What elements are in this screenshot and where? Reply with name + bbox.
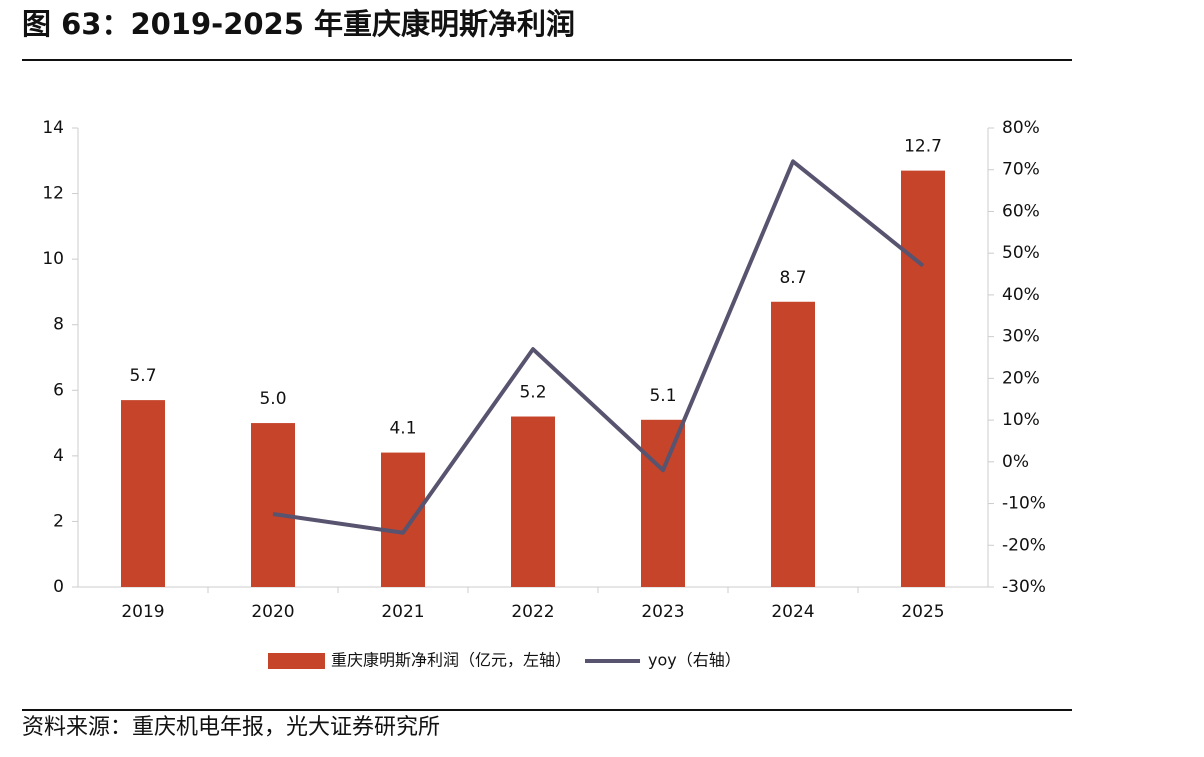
y2-tick-label: -10% bbox=[1002, 494, 1046, 514]
x-tick-label: 2021 bbox=[381, 602, 424, 622]
bar bbox=[511, 416, 555, 587]
bar bbox=[121, 400, 165, 587]
y-tick-label: 12 bbox=[42, 184, 64, 204]
data-label: 4.1 bbox=[389, 419, 416, 439]
bar bbox=[771, 301, 815, 587]
y2-tick-label: 60% bbox=[1002, 201, 1040, 221]
y-tick-label: 6 bbox=[53, 380, 64, 400]
bar bbox=[641, 419, 685, 587]
y-tick-label: 2 bbox=[53, 511, 64, 531]
y2-tick-label: 20% bbox=[1002, 368, 1040, 388]
bar bbox=[381, 452, 425, 587]
data-label: 12.7 bbox=[904, 137, 942, 157]
data-label: 5.0 bbox=[259, 389, 286, 409]
bar bbox=[901, 170, 945, 587]
y2-tick-label: 10% bbox=[1002, 410, 1040, 430]
source-note: 资料来源：重庆机电年报，光大证券研究所 bbox=[22, 715, 440, 740]
chart-title: 图 63：2019-2025 年重庆康明斯净利润 bbox=[22, 7, 575, 41]
x-tick-label: 2024 bbox=[771, 602, 814, 622]
y2-tick-label: 80% bbox=[1002, 118, 1040, 138]
y2-tick-label: 0% bbox=[1002, 452, 1029, 472]
y-tick-label: 10 bbox=[42, 249, 64, 269]
x-tick-label: 2025 bbox=[901, 602, 944, 622]
line bbox=[272, 159, 925, 535]
data-label: 5.1 bbox=[649, 386, 676, 406]
bar bbox=[251, 423, 295, 587]
y2-tick-label: 50% bbox=[1002, 243, 1040, 263]
x-tick-label: 2023 bbox=[641, 602, 684, 622]
x-tick-label: 2022 bbox=[511, 602, 554, 622]
legend-label: yoy（右轴） bbox=[648, 651, 741, 670]
y2-tick-label: 70% bbox=[1002, 160, 1040, 180]
y-tick-label: 8 bbox=[53, 315, 64, 335]
legend-swatch bbox=[268, 653, 325, 669]
y2-tick-label: -20% bbox=[1002, 535, 1046, 555]
data-label: 8.7 bbox=[779, 268, 806, 288]
y2-tick-label: 30% bbox=[1002, 327, 1040, 347]
data-label: 5.7 bbox=[129, 366, 156, 386]
x-tick-label: 2020 bbox=[251, 602, 294, 622]
y2-tick-label: 40% bbox=[1002, 285, 1040, 305]
x-tick-label: 2019 bbox=[121, 602, 164, 622]
y-tick-label: 0 bbox=[53, 577, 64, 597]
y-tick-label: 4 bbox=[53, 446, 64, 466]
legend-label: 重庆康明斯净利润（亿元，左轴） bbox=[331, 651, 571, 670]
data-label: 5.2 bbox=[519, 383, 546, 403]
y-tick-label: 14 bbox=[42, 118, 64, 138]
y2-tick-label: -30% bbox=[1002, 577, 1046, 597]
